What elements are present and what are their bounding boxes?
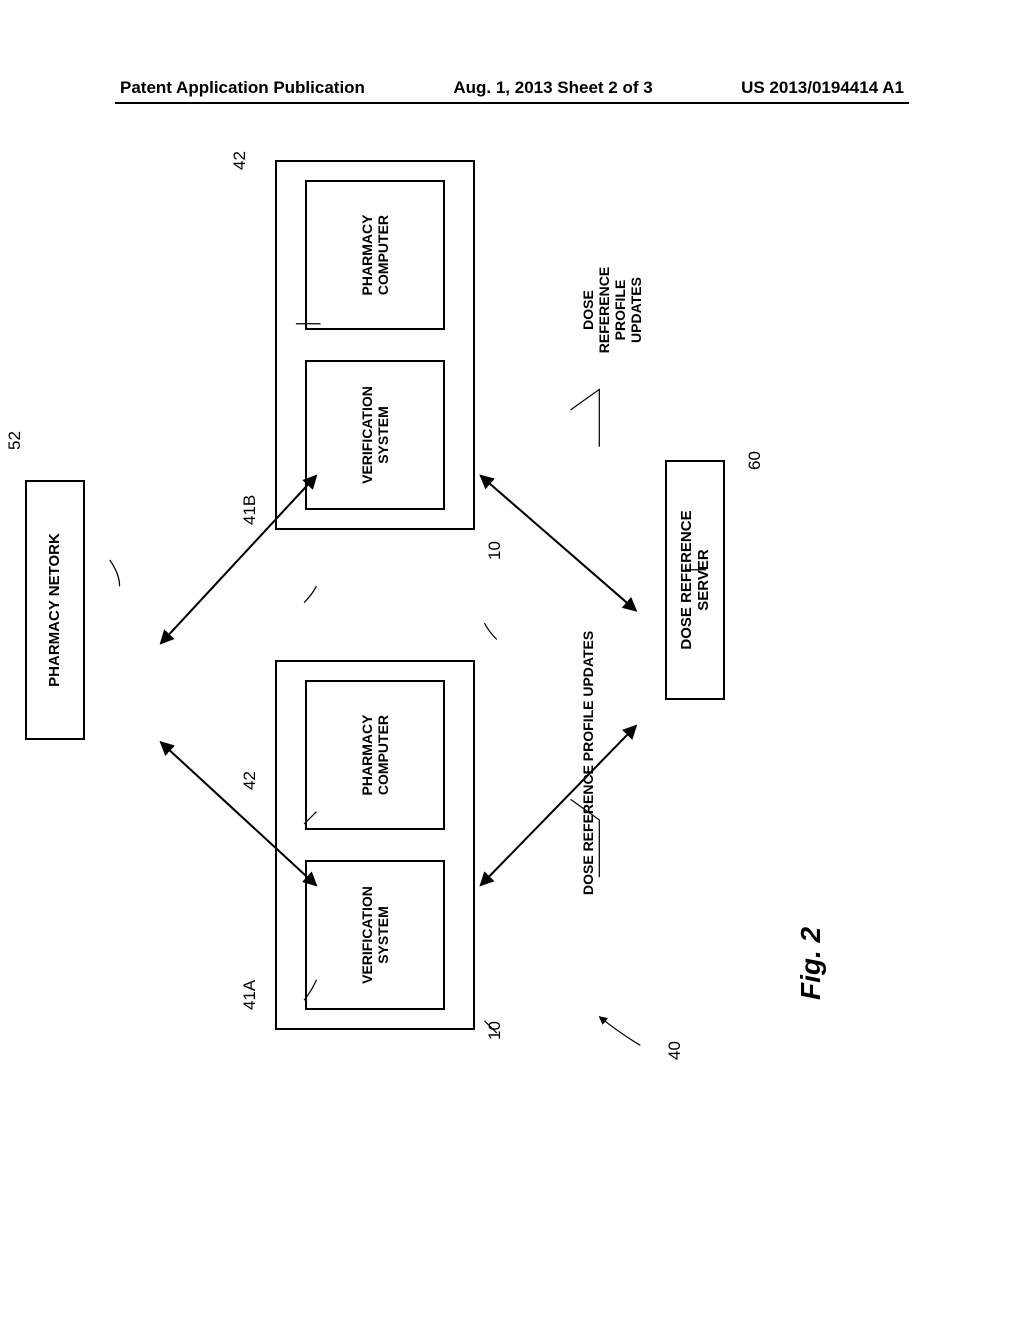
header-rule bbox=[115, 102, 909, 104]
diagram: PHARMACY NETORK 52 41A VERIFICATION SYST… bbox=[5, 250, 1005, 1070]
station-a-verification-ref: 10 bbox=[485, 1021, 505, 1040]
dose-server-box: DOSE REFERENCE SERVER bbox=[665, 460, 725, 700]
pharmacy-network-box: PHARMACY NETORK bbox=[25, 480, 85, 740]
station-b-verification-label: VERIFICATION SYSTEM bbox=[359, 386, 391, 484]
pharmacy-network-label: PHARMACY NETORK bbox=[46, 533, 63, 687]
station-b-pharmacy-computer-box: PHARMACY COMPUTER bbox=[305, 180, 445, 330]
page-header: Patent Application Publication Aug. 1, 2… bbox=[0, 78, 1024, 98]
station-a-verification-label: VERIFICATION SYSTEM bbox=[359, 886, 391, 984]
pharmacy-network-ref: 52 bbox=[5, 431, 25, 450]
figure-caption: Fig. 2 bbox=[795, 927, 827, 1000]
header-right: US 2013/0194414 A1 bbox=[741, 78, 904, 98]
station-a-pharmacy-computer-ref: 42 bbox=[240, 771, 260, 790]
dose-server-ref: 60 bbox=[745, 451, 765, 470]
station-a-updates-label: DOSE REFERENCE PROFILE UPDATES bbox=[580, 631, 596, 895]
station-a-verification-box: VERIFICATION SYSTEM bbox=[305, 860, 445, 1010]
station-b-verification-ref: 10 bbox=[485, 541, 505, 560]
overall-ref: 40 bbox=[665, 1041, 685, 1060]
dose-server-label: DOSE REFERENCE SERVER bbox=[678, 510, 713, 649]
header-left: Patent Application Publication bbox=[120, 78, 365, 98]
station-b-pharmacy-computer-label: PHARMACY COMPUTER bbox=[359, 215, 391, 296]
station-a-ref: 41A bbox=[240, 980, 260, 1010]
station-b-ref: 41B bbox=[240, 495, 260, 525]
station-a-pharmacy-computer-label: PHARMACY COMPUTER bbox=[359, 715, 391, 796]
station-b-verification-box: VERIFICATION SYSTEM bbox=[305, 360, 445, 510]
connectors bbox=[5, 250, 1005, 1070]
station-a-pharmacy-computer-box: PHARMACY COMPUTER bbox=[305, 680, 445, 830]
header-center: Aug. 1, 2013 Sheet 2 of 3 bbox=[453, 78, 652, 98]
station-b-updates-label: DOSE REFERENCE PROFILE UPDATES bbox=[580, 250, 644, 370]
station-b-pharmacy-computer-ref: 42 bbox=[230, 151, 250, 170]
